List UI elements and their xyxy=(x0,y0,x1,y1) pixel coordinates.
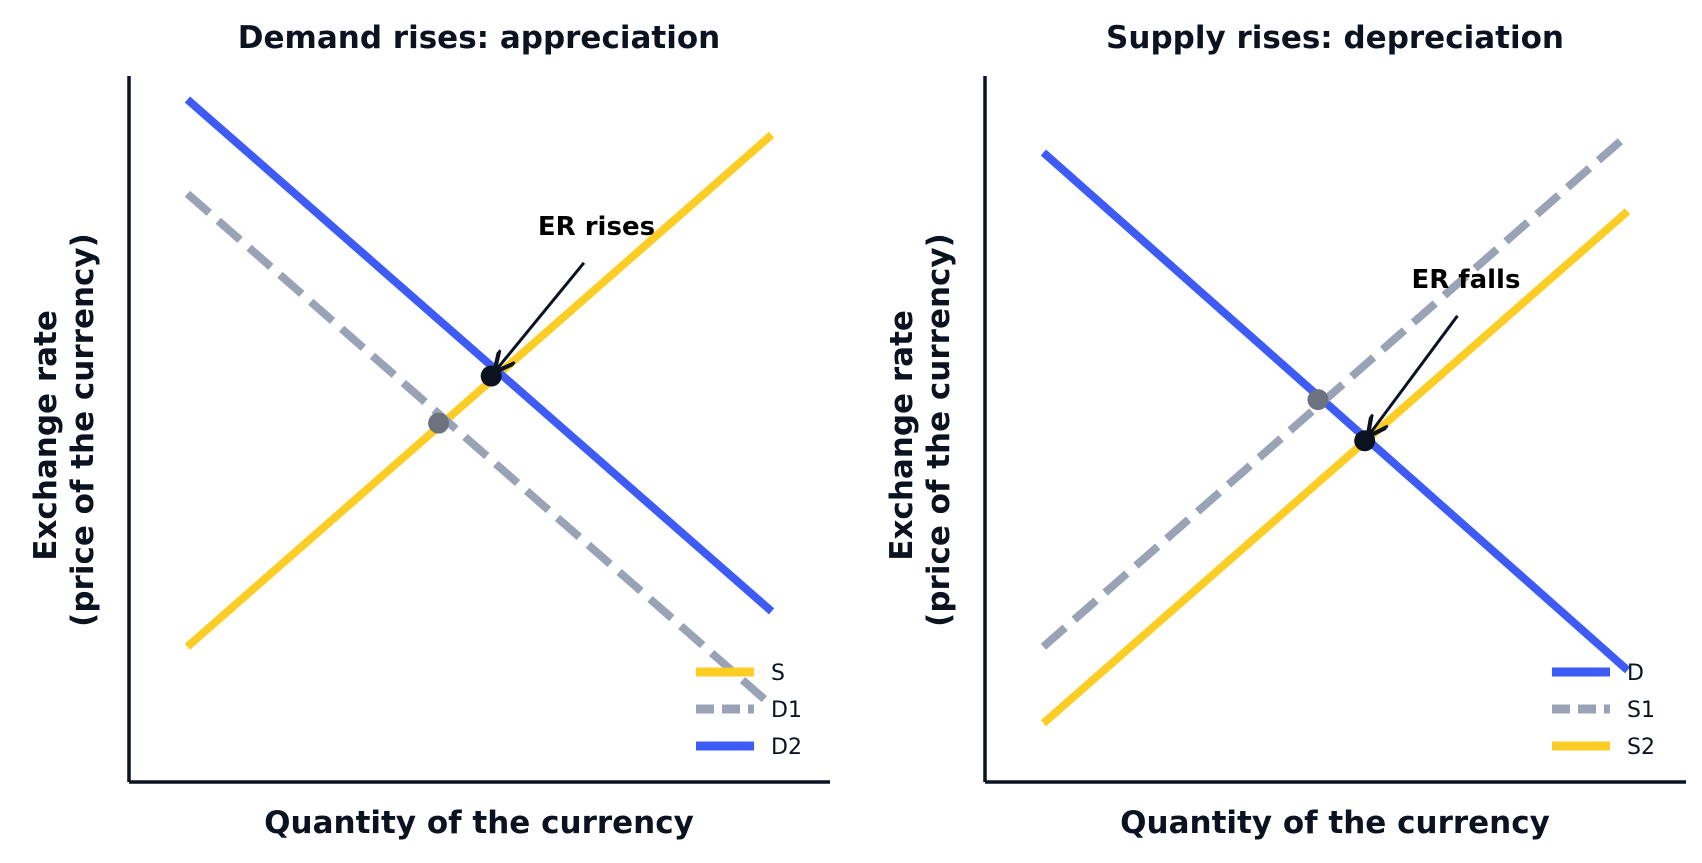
y-axis-label: Exchange rate (price of the currency) xyxy=(884,233,957,627)
legend-label-d1: D1 xyxy=(771,698,802,723)
x-axis-label: Quantity of the currency xyxy=(264,805,694,841)
y-axis-label-line-2: (price of the currency) xyxy=(65,233,101,627)
series-line-d xyxy=(1040,149,1631,674)
y-axis-label-line-1: Exchange rate xyxy=(28,310,64,561)
y-axis-label-line-2: (price of the currency) xyxy=(921,233,957,627)
series-line-s xyxy=(184,131,775,650)
series-line-s2 xyxy=(1040,208,1631,727)
legend-label-d2: D2 xyxy=(771,735,802,760)
legend: S D1 D2 xyxy=(696,661,802,760)
y-axis-label-line-1: Exchange rate xyxy=(884,310,920,561)
old-equilibrium-point xyxy=(428,412,450,434)
series-line-d2 xyxy=(184,96,775,615)
annotation-arrow xyxy=(496,261,586,371)
plot-area: ER falls xyxy=(1040,131,1631,727)
legend-label-d: D xyxy=(1627,661,1644,686)
chart-title: Demand rises: appreciation xyxy=(238,20,720,56)
series-line-s1 xyxy=(1040,131,1631,650)
annotation-label: ER falls xyxy=(1411,265,1520,295)
new-equilibrium-point xyxy=(1354,430,1376,452)
annotation-label: ER rises xyxy=(538,212,655,242)
legend-label-s2: S2 xyxy=(1627,735,1655,760)
annotation-arrow xyxy=(1369,314,1459,435)
chart-title: Supply rises: depreciation xyxy=(1106,20,1564,56)
legend-label-s1: S1 xyxy=(1627,698,1655,723)
y-axis-label: Exchange rate (price of the currency) xyxy=(28,233,101,627)
series-line-d1 xyxy=(184,190,775,709)
legend: D S1 S2 xyxy=(1552,661,1655,760)
legend-label-s: S xyxy=(771,661,785,686)
chart-panel-supply: Supply rises: depreciation ER falls Quan… xyxy=(884,20,1686,841)
chart-panel-demand: Demand rises: appreciation ER rises Quan… xyxy=(28,20,830,841)
x-axis-label: Quantity of the currency xyxy=(1120,805,1550,841)
old-equilibrium-point xyxy=(1307,389,1329,411)
plot-area: ER rises xyxy=(184,96,775,709)
